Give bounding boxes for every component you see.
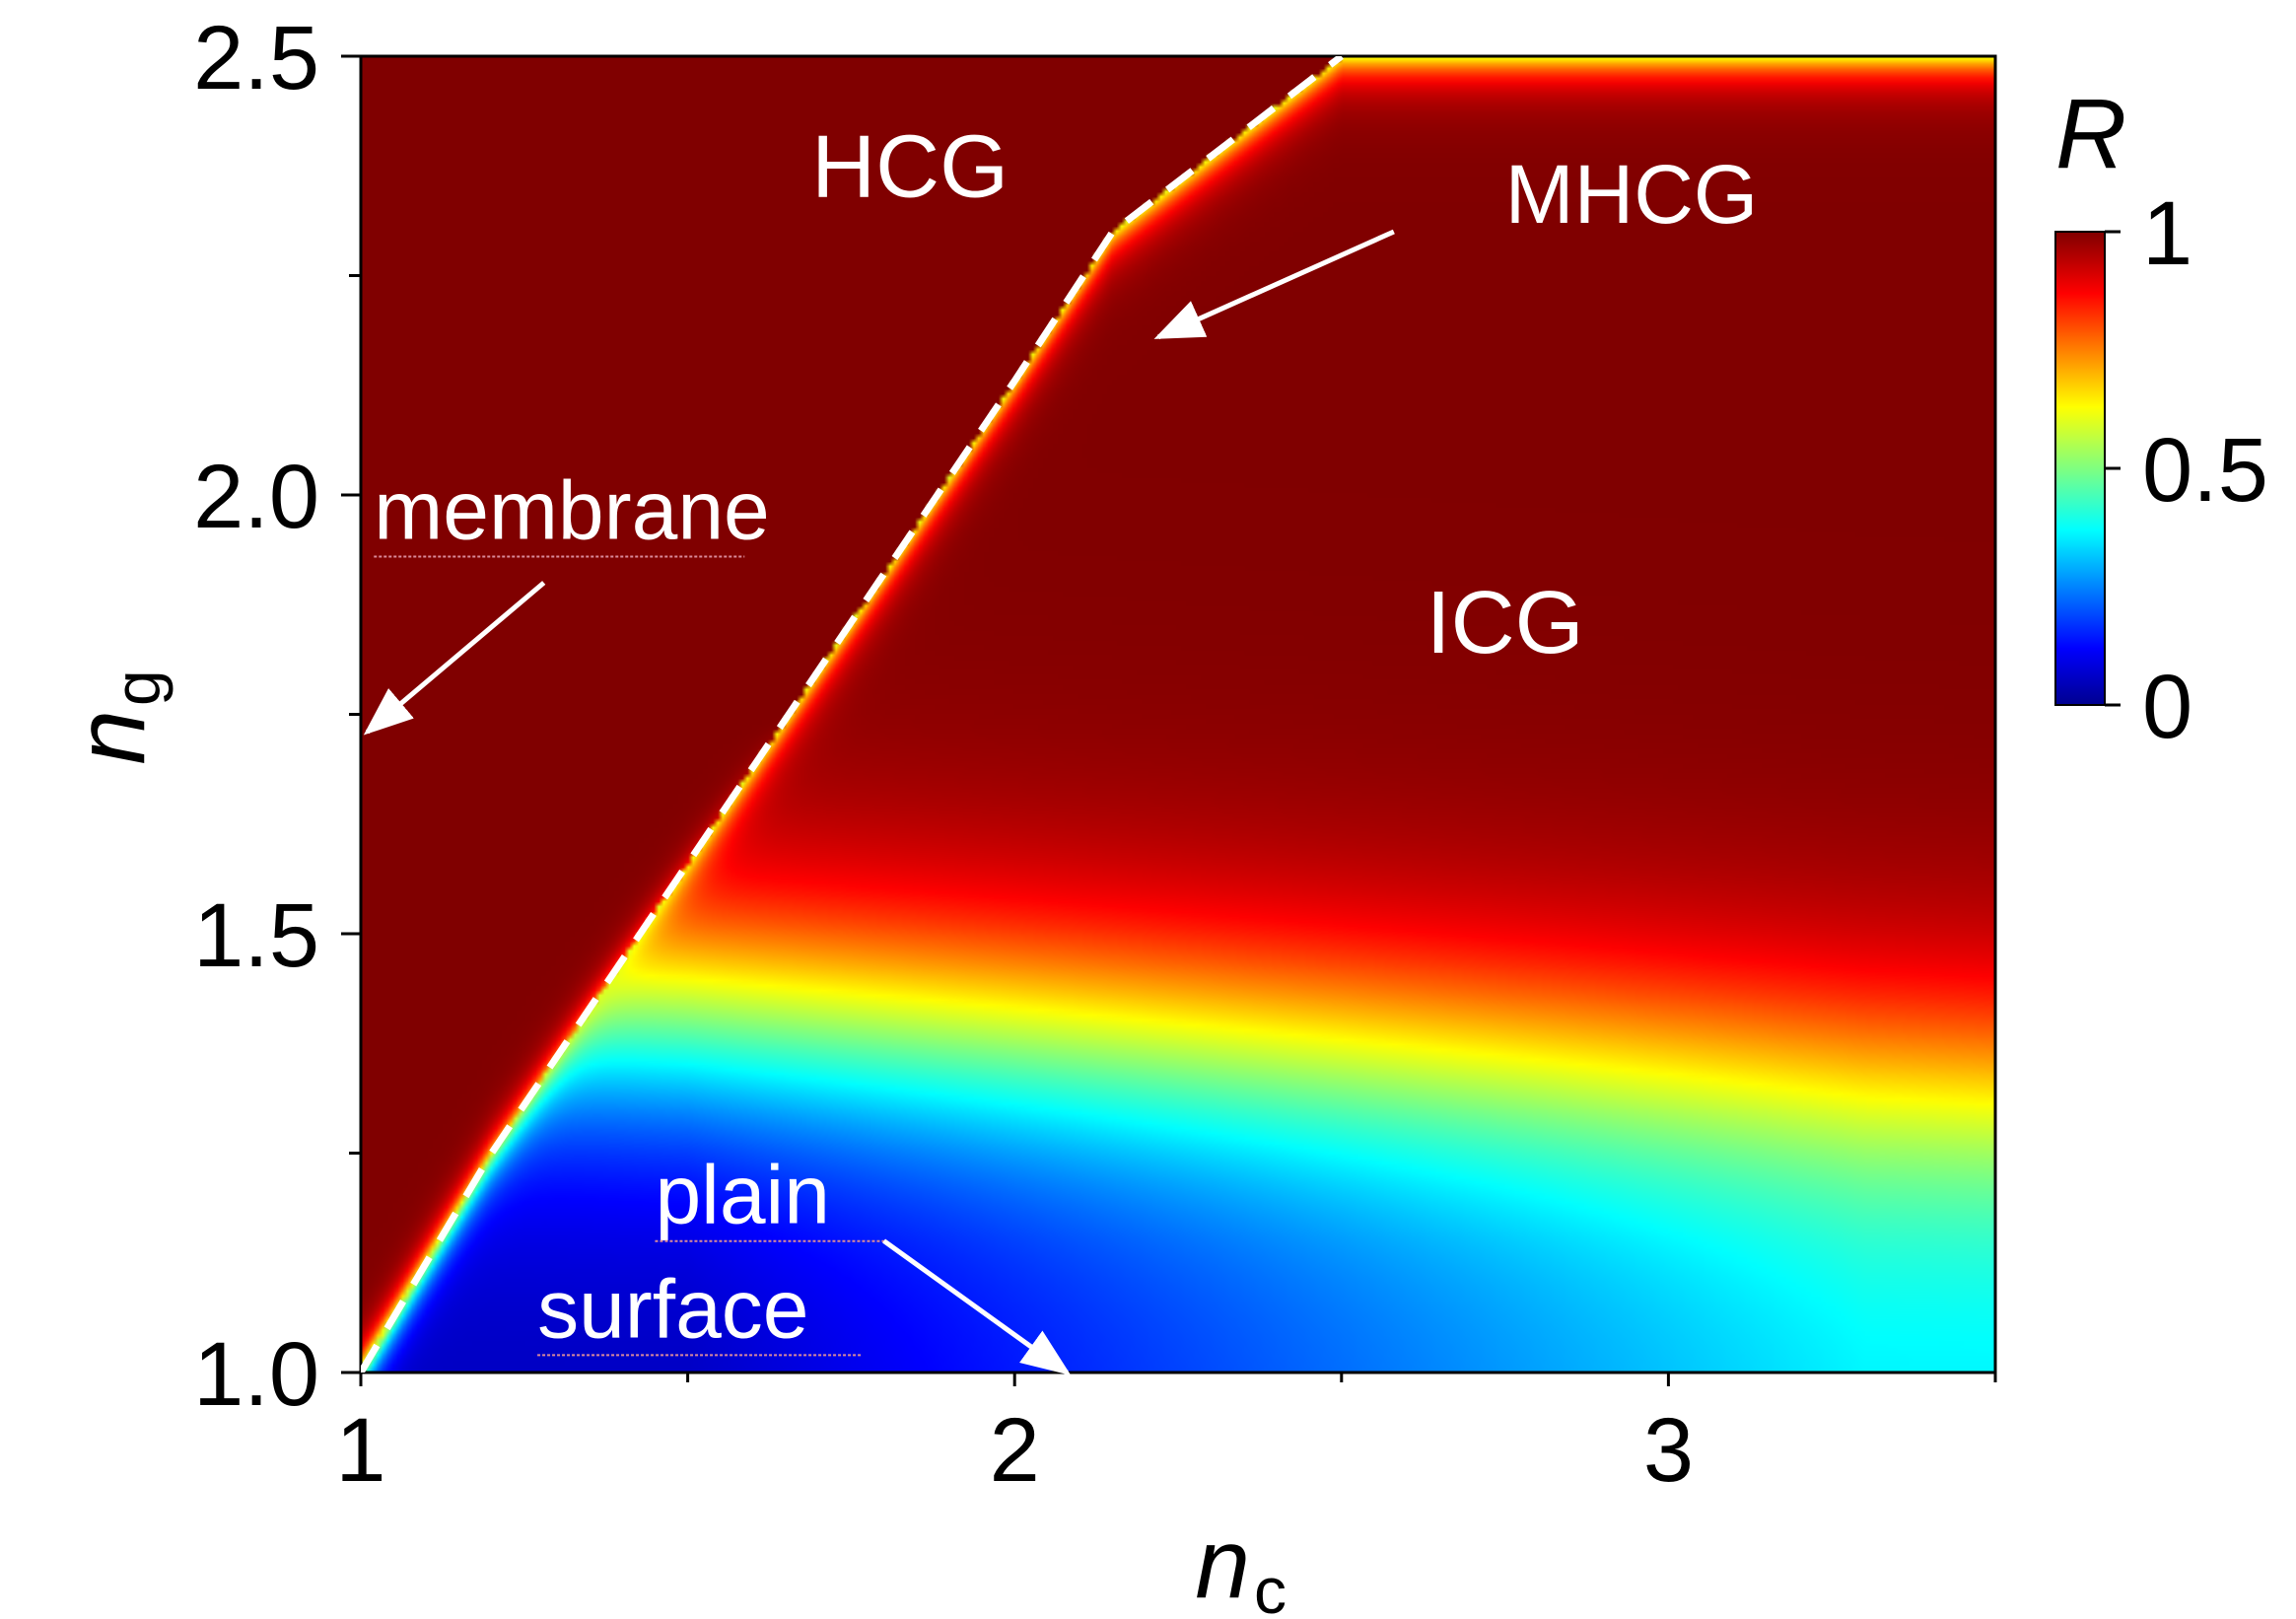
axis-ticks: 1 2 3 1.0 1.5 2.0 2.5 [193, 8, 1997, 1501]
colorbar: R 00.51 [2054, 79, 2268, 757]
colorbar-ticks: 00.51 [2105, 183, 2268, 757]
region-label: ICG [1426, 574, 1584, 672]
y-tick-label: 1.0 [193, 1324, 319, 1425]
x-axis-title-subscript: c [1254, 1554, 1287, 1619]
y-tick-label: 2.0 [193, 447, 319, 547]
region-label: HCG [811, 117, 1009, 216]
boundary-dashed-line [361, 56, 1344, 1373]
colorbar-tick-label: 0 [2142, 657, 2192, 757]
x-axis-title: n c [1195, 1509, 1287, 1619]
y-axis-title-main: n [55, 710, 166, 765]
annotation-label: plain [655, 1149, 829, 1241]
colorbar-title: R [2055, 79, 2126, 189]
colorbar-tick-label: 0.5 [2142, 420, 2268, 521]
heatmap-raster [361, 56, 1995, 1373]
annotation-label: surface [537, 1262, 808, 1355]
y-tick-label: 2.5 [193, 8, 319, 108]
annotation-arrow [882, 1238, 1072, 1375]
x-axis-title-main: n [1195, 1509, 1250, 1619]
heatmap-image [361, 56, 1995, 1373]
x-tick-label: 2 [990, 1400, 1040, 1501]
annotation-arrow [363, 581, 546, 736]
y-axis-title-subscript: g [101, 669, 174, 706]
colorbar-gradient [2054, 231, 2106, 706]
annotation-label: membrane [374, 464, 770, 557]
y-tick-label: 1.5 [193, 885, 319, 986]
y-axis-title: n g [55, 669, 174, 764]
annotations: HCG ICG MHCG membrane plain surface [363, 117, 1759, 1375]
x-tick-label: 3 [1643, 1400, 1694, 1501]
annotation-label: MHCG [1505, 148, 1759, 241]
boundary-line-path [361, 56, 1344, 1373]
annotation-arrow [1153, 229, 1395, 340]
colorbar-tick-label: 1 [2142, 183, 2192, 284]
x-tick-label: 1 [335, 1400, 385, 1501]
